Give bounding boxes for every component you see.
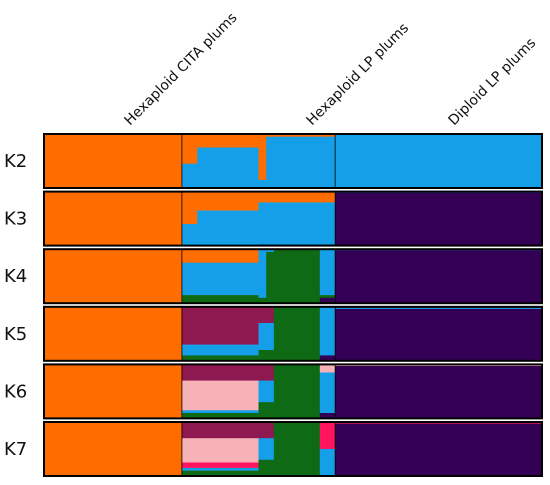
ancestry-bar-pink bbox=[319, 364, 336, 373]
ancestry-bar-green bbox=[181, 355, 259, 362]
ancestry-bar-blue bbox=[266, 136, 336, 189]
ancestry-bar-green bbox=[319, 295, 336, 299]
k-label: K6 bbox=[4, 381, 27, 402]
ancestry-bar-green bbox=[266, 251, 275, 304]
panel-k4: K4 bbox=[4, 248, 543, 305]
ancestry-bar-blue bbox=[258, 380, 275, 403]
ancestry-bar-purple bbox=[335, 250, 543, 304]
ancestry-bar-green bbox=[258, 402, 275, 419]
ancestry-bar-maroon bbox=[181, 306, 259, 345]
ancestry-bar-blue bbox=[258, 438, 275, 461]
ancestry-bar-maroon bbox=[181, 364, 259, 381]
k-label: K5 bbox=[4, 324, 27, 345]
k-label: K7 bbox=[4, 439, 27, 460]
ancestry-bar-purple bbox=[335, 423, 543, 477]
ancestry-bar-pink bbox=[181, 438, 259, 463]
group-label: Diploid LP plums bbox=[446, 35, 540, 129]
ancestry-bar-pink bbox=[181, 380, 259, 411]
panel-k2: K2 bbox=[4, 133, 543, 189]
ancestry-bar-purple bbox=[319, 413, 336, 419]
ancestry-bar-blue bbox=[197, 147, 259, 189]
group-labels: Hexaploid CITA plums Hexaploid LP plums Di… bbox=[122, 10, 540, 129]
panel-frame bbox=[43, 248, 543, 305]
ancestry-bar-orange bbox=[197, 134, 259, 148]
ancestry-bar-orange bbox=[44, 249, 183, 304]
panel-k3: K3 bbox=[4, 190, 543, 247]
ancestry-bar-purple bbox=[335, 192, 543, 246]
ancestry-bar-orange bbox=[44, 422, 183, 477]
ancestry-bar-purple bbox=[319, 297, 336, 304]
ancestry-bar-blue bbox=[181, 410, 259, 414]
panel-frame bbox=[43, 190, 543, 247]
ancestry-bar-blue bbox=[319, 306, 336, 356]
ancestry-bar-blue bbox=[258, 323, 275, 351]
ancestry-bar-blue bbox=[181, 224, 198, 246]
ancestry-bar-blue bbox=[319, 449, 336, 477]
ancestry-bar-green bbox=[258, 459, 275, 477]
ancestry-bar-blue bbox=[197, 210, 259, 246]
ancestry-bar-blue bbox=[258, 202, 336, 245]
ancestry-bar-green bbox=[273, 249, 321, 304]
ancestry-bar-orange bbox=[44, 364, 183, 419]
ancestry-bar-maroon bbox=[258, 364, 275, 381]
ancestry-bar-blue bbox=[181, 163, 198, 189]
ancestry-bar-orange bbox=[266, 134, 336, 137]
ancestry-bar-blue bbox=[335, 307, 543, 310]
ancestry-bar-orange bbox=[197, 191, 259, 211]
panel-k5: K5 bbox=[4, 305, 543, 362]
ancestry-bar-blue bbox=[335, 134, 543, 189]
panel-frame bbox=[43, 133, 543, 189]
ancestry-bar-orange bbox=[181, 249, 259, 263]
ancestry-bar-green bbox=[273, 306, 321, 362]
ancestry-bar-red bbox=[319, 422, 336, 450]
ancestry-bar-orange bbox=[181, 134, 198, 164]
ancestry-bar-blue bbox=[319, 249, 336, 296]
ancestry-bar-orange bbox=[181, 191, 198, 225]
ancestry-bar-green bbox=[273, 364, 321, 419]
ancestry-bar-orange bbox=[258, 191, 336, 203]
k-label: K3 bbox=[4, 209, 27, 230]
ancestry-bar-green bbox=[181, 413, 259, 419]
k-label: K4 bbox=[4, 266, 27, 287]
panel-frame bbox=[43, 363, 543, 420]
panel-frame bbox=[43, 421, 543, 477]
panel-k6: K6 bbox=[4, 363, 543, 420]
ancestry-bar-red bbox=[181, 462, 259, 469]
k-label: K2 bbox=[4, 151, 27, 172]
ancestry-bar-orange bbox=[44, 306, 183, 362]
ancestry-bar-green bbox=[273, 422, 321, 477]
ancestry-bar-maroon bbox=[258, 422, 275, 439]
ancestry-bar-blue bbox=[258, 179, 267, 189]
ancestry-bar-green bbox=[258, 350, 275, 362]
ancestry-bar-orange bbox=[44, 134, 183, 189]
panel-frame bbox=[43, 305, 543, 362]
ancestry-bar-blue bbox=[319, 372, 336, 414]
ancestry-bar-green bbox=[258, 297, 267, 304]
ancestry-bar-blue bbox=[181, 344, 259, 356]
ancestry-bar-blue bbox=[258, 249, 267, 299]
ancestry-bar-blue bbox=[181, 262, 259, 296]
panels: K2 K3 K4 K5 K6 K7 bbox=[4, 133, 543, 477]
ancestry-bar-purple bbox=[335, 308, 543, 362]
ancestry-bar-purple bbox=[319, 355, 336, 362]
ancestry-bar-orange bbox=[44, 191, 183, 246]
ancestry-bar-orange bbox=[258, 134, 267, 181]
group-label: Hexaploid CITA plums bbox=[122, 10, 241, 129]
group-label: Hexaploid LP plums bbox=[304, 20, 413, 129]
ancestry-bar-green bbox=[181, 295, 259, 304]
ancestry-bar-green bbox=[181, 470, 259, 477]
ancestry-bar-blue bbox=[266, 249, 275, 253]
ancestry-bar-blue bbox=[181, 467, 259, 471]
ancestry-bar-maroon bbox=[181, 422, 259, 439]
ancestry-bar-maroon bbox=[258, 306, 275, 324]
ancestry-bar-purple bbox=[335, 366, 543, 419]
panel-k7: K7 bbox=[4, 421, 543, 477]
